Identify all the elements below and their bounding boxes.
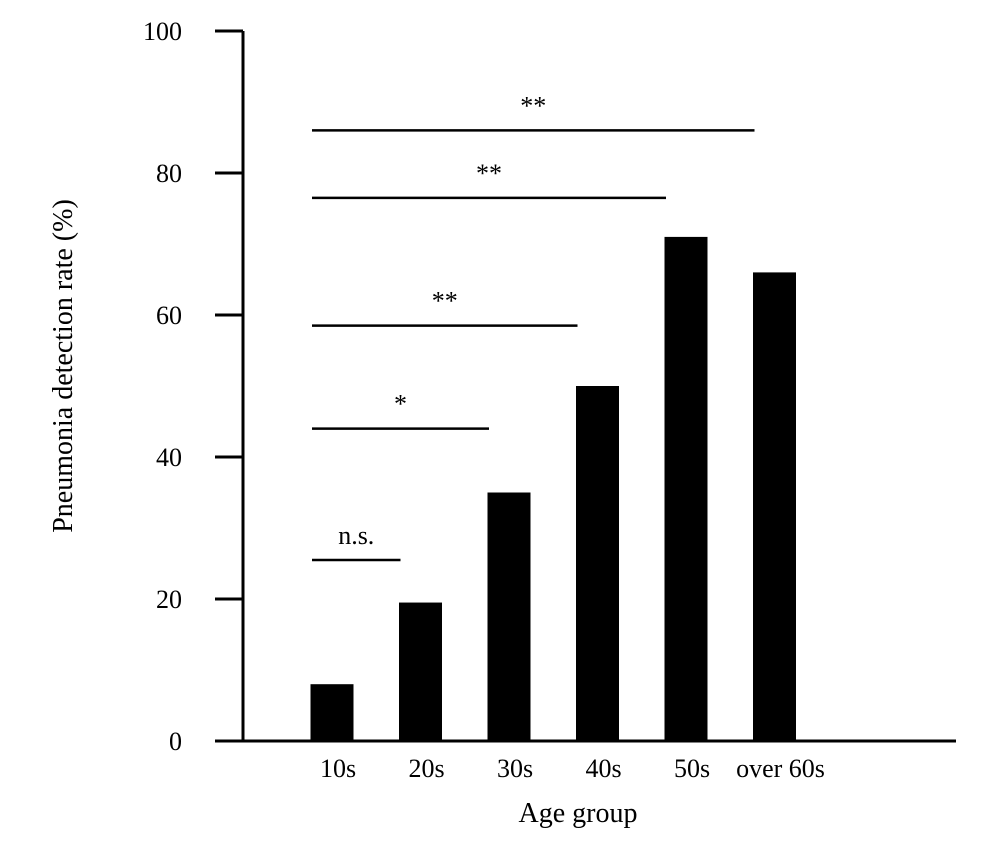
significance-label: **: [520, 91, 546, 120]
y-axis-title: Pneumonia detection rate (%): [48, 199, 79, 533]
y-ticks: 0 20 40 60 80 100: [143, 17, 243, 756]
x-tick-label: 10s: [320, 754, 356, 783]
significance-label: *: [394, 390, 407, 419]
bar: [753, 272, 796, 741]
x-tick-label: 20s: [408, 754, 444, 783]
y-tick-label: 60: [156, 301, 182, 330]
bar: [487, 492, 531, 741]
bar: [310, 684, 354, 741]
y-tick-label: 40: [156, 443, 182, 472]
bar: [576, 386, 619, 741]
bars-group: [310, 236, 796, 741]
y-tick-label: 0: [169, 727, 182, 756]
bar: [664, 236, 708, 741]
y-tick-label: 100: [143, 17, 182, 46]
x-tick-label: over 60s: [736, 754, 825, 783]
significance-label: n.s.: [338, 521, 374, 550]
y-tick-label: 80: [156, 159, 182, 188]
y-tick-label: 20: [156, 585, 182, 614]
bar: [399, 602, 442, 741]
x-tick-label: 30s: [497, 754, 533, 783]
x-tick-label: 40s: [585, 754, 621, 783]
x-tick-labels: 10s 20s 30s 40s 50s over 60s: [320, 754, 825, 783]
significance-label: **: [476, 159, 502, 188]
x-axis-title: Age group: [519, 798, 638, 829]
x-tick-label: 50s: [674, 754, 710, 783]
significance-brackets: n.s.*******: [312, 91, 755, 562]
significance-label: **: [432, 287, 458, 316]
